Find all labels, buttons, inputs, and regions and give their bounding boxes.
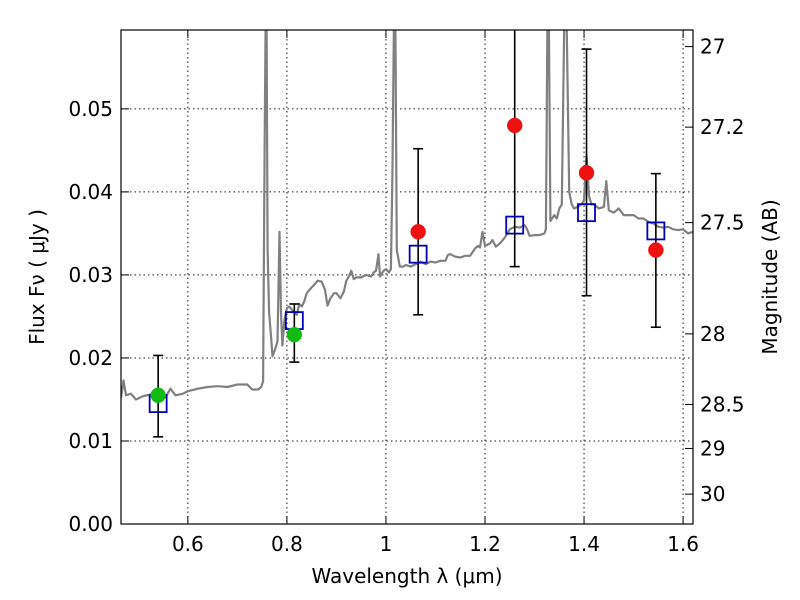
y2-tick-label: 28.5 bbox=[700, 392, 745, 416]
y-tick-label: 0.05 bbox=[68, 97, 113, 121]
x-tick-label: 1.6 bbox=[667, 532, 699, 556]
template-spectrum-line bbox=[121, 30, 693, 401]
y2-tick-label: 28 bbox=[700, 322, 725, 346]
model-square-marker bbox=[646, 221, 666, 241]
y-tick-label: 0.04 bbox=[68, 180, 113, 204]
x-tick-label: 0.6 bbox=[172, 532, 204, 556]
y2-tick-label: 30 bbox=[700, 482, 725, 506]
y-tick-label: 0.03 bbox=[68, 263, 113, 287]
x-axis-label: Wavelength λ (μm) bbox=[311, 564, 502, 588]
model-square-marker bbox=[577, 203, 596, 223]
y2-tick-label: 29 bbox=[700, 436, 725, 460]
y-tick-label: 0.00 bbox=[68, 512, 113, 536]
y2-tick-label: 27 bbox=[700, 35, 725, 59]
axis-ticks: 0.6 0.8 1 1.2 1.4 1.6 0.00 0.01 0.02 0.03 0.04 0.05… bbox=[68, 30, 745, 556]
plot-frame bbox=[120, 29, 694, 525]
marker-layer bbox=[148, 30, 666, 438]
y-axis-label: Flux Fν ( μJy ) bbox=[25, 209, 49, 345]
observed-green-point bbox=[150, 387, 166, 404]
observed-green-point bbox=[286, 326, 303, 343]
grid-lines bbox=[121, 30, 693, 524]
observed-red-point bbox=[578, 165, 595, 181]
y-tick-label: 0.02 bbox=[68, 346, 113, 370]
model-square-marker bbox=[408, 244, 428, 264]
observed-red-point bbox=[410, 224, 426, 240]
y2-axis-label: Magnitude (AB) bbox=[758, 199, 782, 354]
x-tick-label: 1.2 bbox=[469, 532, 501, 556]
model-square-marker bbox=[505, 215, 525, 235]
observed-red-point bbox=[506, 117, 523, 134]
x-tick-label: 1 bbox=[380, 532, 393, 556]
x-tick-label: 0.8 bbox=[271, 532, 303, 556]
y2-tick-label: 27.5 bbox=[700, 211, 745, 235]
y2-tick-label: 27.2 bbox=[700, 115, 745, 139]
x-tick-label: 1.4 bbox=[568, 532, 600, 556]
observed-red-point bbox=[648, 242, 664, 258]
y-tick-label: 0.01 bbox=[68, 429, 113, 453]
